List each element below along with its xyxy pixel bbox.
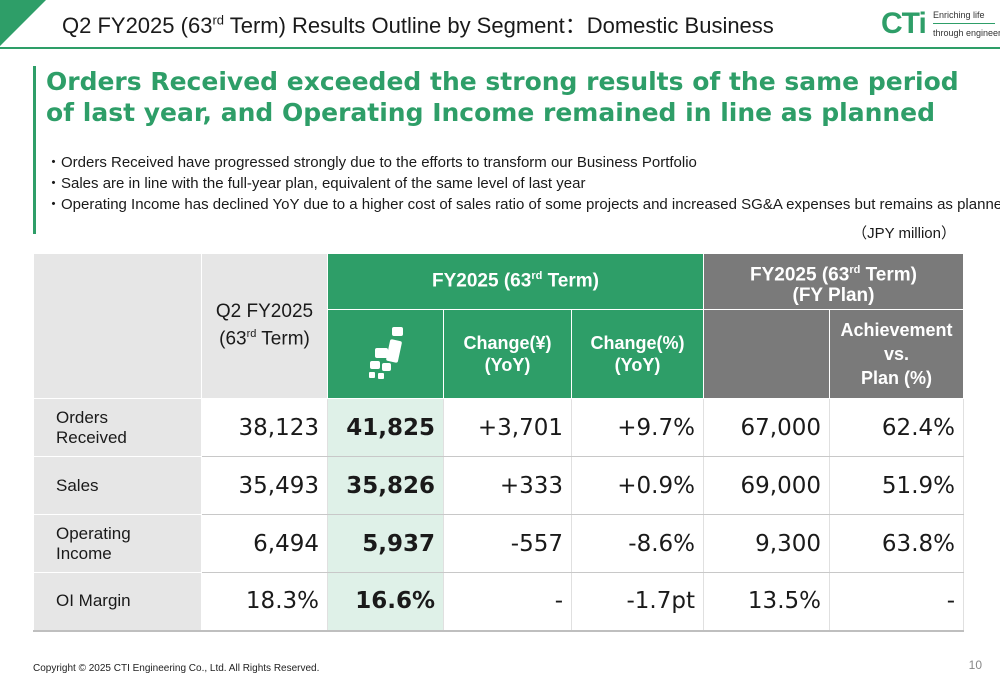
segment-results-table: Q2 FY2025 (63rd Term) FY2025 (63rd Term)… <box>33 253 964 632</box>
unit-label: （JPY million） <box>852 225 956 242</box>
value-achievement: - <box>829 572 964 632</box>
value-plan: 69,000 <box>703 456 830 515</box>
value-current: 35,826 <box>327 456 444 515</box>
copyright-notice: Copyright © 2025 CTI Engineering Co., Lt… <box>33 663 320 674</box>
value-prev: 6,494 <box>201 514 328 573</box>
value-change-pct: -1.7pt <box>571 572 704 632</box>
headline: Orders Received exceeded the strong resu… <box>46 67 959 127</box>
value-change-yen: +3,701 <box>443 398 572 457</box>
table-row: Operating Income 6,494 5,937 -557 -8.6% 9… <box>33 514 964 573</box>
corner-header-cell <box>33 253 202 399</box>
table-row: Sales 35,493 35,826 +333 +0.9% 69,000 51… <box>33 456 964 515</box>
col-header-achievement: Achievement vs. Plan (%) <box>829 309 964 399</box>
value-plan: 9,300 <box>703 514 830 573</box>
current-period-icon-cell <box>327 309 444 399</box>
value-achievement: 63.8% <box>829 514 964 573</box>
row-label: OI Margin <box>33 572 202 632</box>
value-achievement: 62.4% <box>829 398 964 457</box>
col-header-fy2025: FY2025 (63rd Term) <box>327 253 704 310</box>
value-prev: 38,123 <box>201 398 328 457</box>
col-header-fy-plan: FY2025 (63rd Term) (FY Plan) <box>703 253 964 310</box>
headline-accent-bar <box>33 66 36 234</box>
row-label: Orders Received <box>33 398 202 457</box>
logo-line <box>933 23 995 24</box>
bullet-item: ・Operating Income has declined YoY due t… <box>46 196 1000 213</box>
logo-tagline-2: through engineering <box>933 28 1000 38</box>
value-plan: 67,000 <box>703 398 830 457</box>
col-header-change-pct: Change(%) (YoY) <box>571 309 704 399</box>
value-achievement: 51.9% <box>829 456 964 515</box>
table-row: Orders Received 38,123 41,825 +3,701 +9.7… <box>33 398 964 457</box>
logo-tagline-1: Enriching life <box>933 10 985 20</box>
header-divider <box>0 47 1000 49</box>
value-current: 5,937 <box>327 514 444 573</box>
value-change-yen: - <box>443 572 572 632</box>
page-number: 10 <box>968 658 982 672</box>
bullet-item: ・Sales are in line with the full-year pl… <box>46 175 586 192</box>
value-change-pct: +0.9% <box>571 456 704 515</box>
bullet-item: ・Orders Received have progressed strongl… <box>46 154 697 171</box>
value-current: 16.6% <box>327 572 444 632</box>
plan-blank-cell <box>703 309 830 399</box>
value-current: 41,825 <box>327 398 444 457</box>
col-header-q2-prev: Q2 FY2025 (63rd Term) <box>201 253 328 399</box>
page-title: Q2 FY2025 (63rd Term) Results Outline by… <box>62 12 774 38</box>
col-header-change-yen: Change(¥) (YoY) <box>443 309 572 399</box>
value-change-yen: -557 <box>443 514 572 573</box>
row-label: Sales <box>33 456 202 515</box>
table-row: OI Margin 18.3% 16.6% - -1.7pt 13.5% - <box>33 572 964 632</box>
walking-figure-icon <box>368 326 403 379</box>
value-change-yen: +333 <box>443 456 572 515</box>
corner-accent <box>0 0 46 46</box>
logo-mark: CTi <box>881 7 927 40</box>
value-change-pct: -8.6% <box>571 514 704 573</box>
row-label: Operating Income <box>33 514 202 573</box>
company-logo: CTi Enriching life through engineering <box>881 7 1000 43</box>
value-prev: 18.3% <box>201 572 328 632</box>
value-plan: 13.5% <box>703 572 830 632</box>
value-prev: 35,493 <box>201 456 328 515</box>
bullet-list: ・Orders Received have progressed strongl… <box>46 152 1000 215</box>
value-change-pct: +9.7% <box>571 398 704 457</box>
